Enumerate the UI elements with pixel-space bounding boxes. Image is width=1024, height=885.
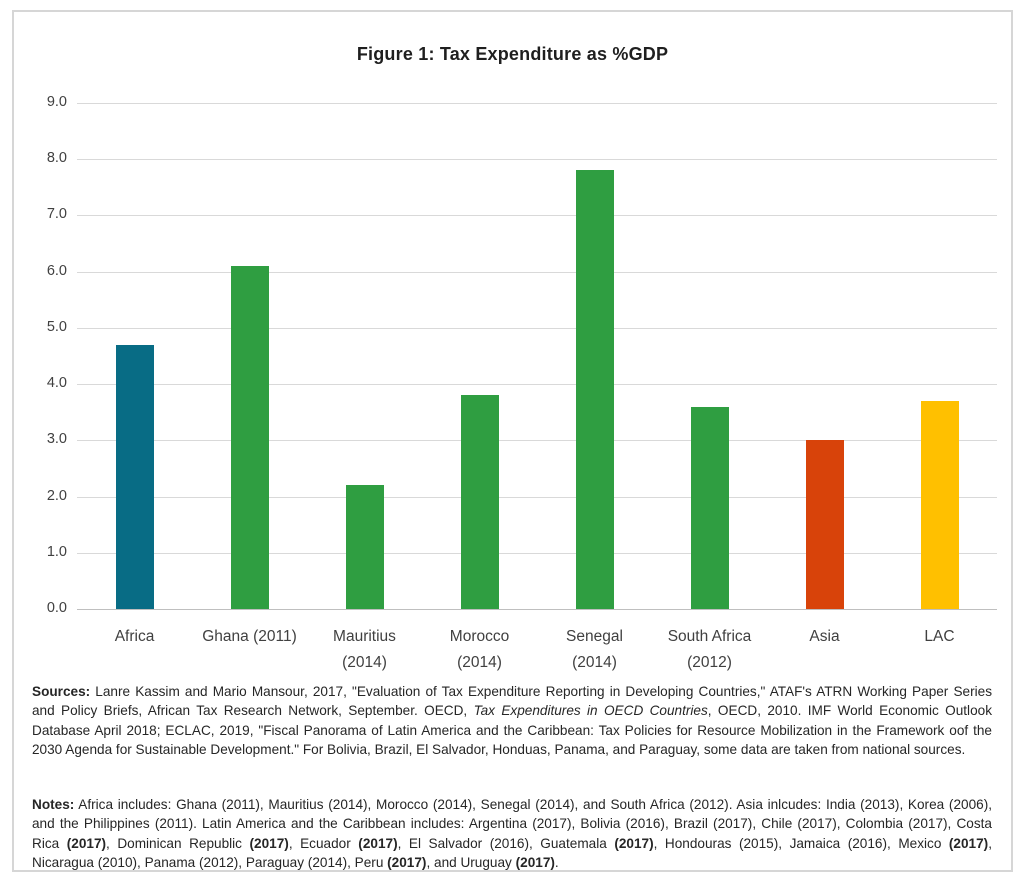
text-segment: , Ecuador [288, 835, 359, 851]
x-tick-label-line: (2014) [457, 654, 502, 671]
gridline [77, 497, 997, 498]
text-segment: , OECD, 2010. IMF World Economic Outlook… [32, 703, 992, 757]
bar-lac [921, 401, 959, 609]
bar-asia [806, 440, 844, 609]
text-segment: Tax Expenditures in OECD Countries [473, 703, 708, 719]
sources-text: Sources: Lanre Kassim and Mario Mansour,… [32, 682, 992, 759]
bar-mauritius-2014 [346, 485, 384, 609]
x-tick-label-line: (2014) [342, 654, 387, 671]
bar-africa [116, 345, 154, 609]
text-segment: . [554, 854, 559, 870]
y-tick-label: 5.0 [46, 319, 67, 335]
x-tick-label-senegal-2014: Senegal (2014) [537, 624, 652, 676]
gridline [77, 384, 997, 385]
text-segment: Africa includes: Ghana (2011), Mauritius… [32, 797, 992, 851]
x-tick-label-lac: LAC [882, 624, 997, 650]
x-tick-label-morocco-2014: Morocco (2014) [422, 624, 537, 676]
gridline [77, 215, 997, 216]
y-tick-label: 1.0 [46, 544, 67, 560]
text-segment: Sources: [32, 684, 91, 699]
bar-senegal-2014 [576, 170, 614, 609]
text-segment: (2017) [249, 835, 289, 851]
notes-text: Notes: Africa includes: Ghana (2011), Ma… [32, 795, 992, 872]
text-segment: (2017) [66, 835, 107, 851]
x-tick-label-south-africa-2012: South Africa (2012) [652, 624, 767, 676]
x-tick-label-line: LAC [924, 628, 955, 645]
x-tick-label-ghana-2011: Ghana (2011) [192, 624, 307, 650]
text-segment: , Hondouras (2015), Jamaica (2016), Mexi… [653, 835, 949, 851]
text-segment: , Nicaragua (2010), Panama (2012), Parag… [32, 835, 992, 870]
x-tick-label-line: Morocco [449, 628, 510, 645]
gridline [77, 328, 997, 329]
gridline [77, 103, 997, 104]
x-tick-label-africa: Africa [77, 624, 192, 650]
gridline [77, 272, 997, 273]
gridline [77, 440, 997, 441]
y-tick-label: 3.0 [46, 431, 67, 447]
text-segment: (2017) [387, 854, 427, 870]
text-segment: Notes: [32, 797, 75, 812]
text-segment: (2017) [948, 835, 989, 851]
text-segment: (2017) [358, 835, 398, 851]
x-tick-label-asia: Asia [767, 624, 882, 650]
x-tick-label-line: Africa [114, 628, 155, 645]
text-segment: (2017) [614, 835, 654, 851]
x-tick-label-mauritius-2014: Mauritius (2014) [307, 624, 422, 676]
x-tick-label-line: Ghana (2011) [202, 628, 297, 645]
chart-title: Figure 1: Tax Expenditure as %GDP [356, 44, 669, 64]
figure-container: Figure 1: Tax Expenditure as %GDP 9.0 8.0… [12, 10, 1013, 872]
x-tick-label-line: (2012) [687, 654, 732, 671]
y-tick-label: 4.0 [46, 375, 67, 391]
y-tick-label: 7.0 [46, 206, 67, 222]
x-tick-label-line: Asia [809, 628, 840, 645]
y-axis-tick-labels: 9.0 8.0 7.0 6.0 5.0 4.0 3.0 2.0 1.0 0.0 [28, 94, 67, 616]
y-tick-label: 6.0 [46, 263, 67, 279]
text-segment: Lanre Kassim and Mario Mansour, 2017, "E… [32, 684, 992, 719]
y-tick-label: 8.0 [46, 150, 67, 166]
bar-south-africa-2012 [691, 407, 729, 609]
gridline [77, 159, 997, 160]
x-axis-tick-labels: Africa Ghana (2011) Mauritius (2014) Morocco… [77, 624, 997, 682]
y-tick-label: 0.0 [46, 600, 67, 616]
y-tick-label: 2.0 [46, 488, 67, 504]
x-tick-label-line: South Africa [667, 628, 752, 645]
text-segment: , El Salvador (2016), Guatemala [397, 835, 615, 851]
x-axis-line [77, 609, 997, 610]
y-tick-label: 9.0 [46, 94, 67, 110]
bar-ghana-2011 [231, 266, 269, 609]
text-segment: , Dominican Republic [106, 835, 250, 851]
x-tick-label-line: Senegal [566, 628, 623, 645]
text-segment: , and Uruguay [426, 854, 516, 870]
gridline [77, 553, 997, 554]
bar-morocco-2014 [461, 395, 499, 609]
chart-plot-area [77, 103, 997, 610]
x-tick-label-line: (2014) [572, 654, 617, 671]
text-segment: (2017) [515, 854, 555, 870]
x-tick-label-line: Mauritius [333, 628, 396, 645]
